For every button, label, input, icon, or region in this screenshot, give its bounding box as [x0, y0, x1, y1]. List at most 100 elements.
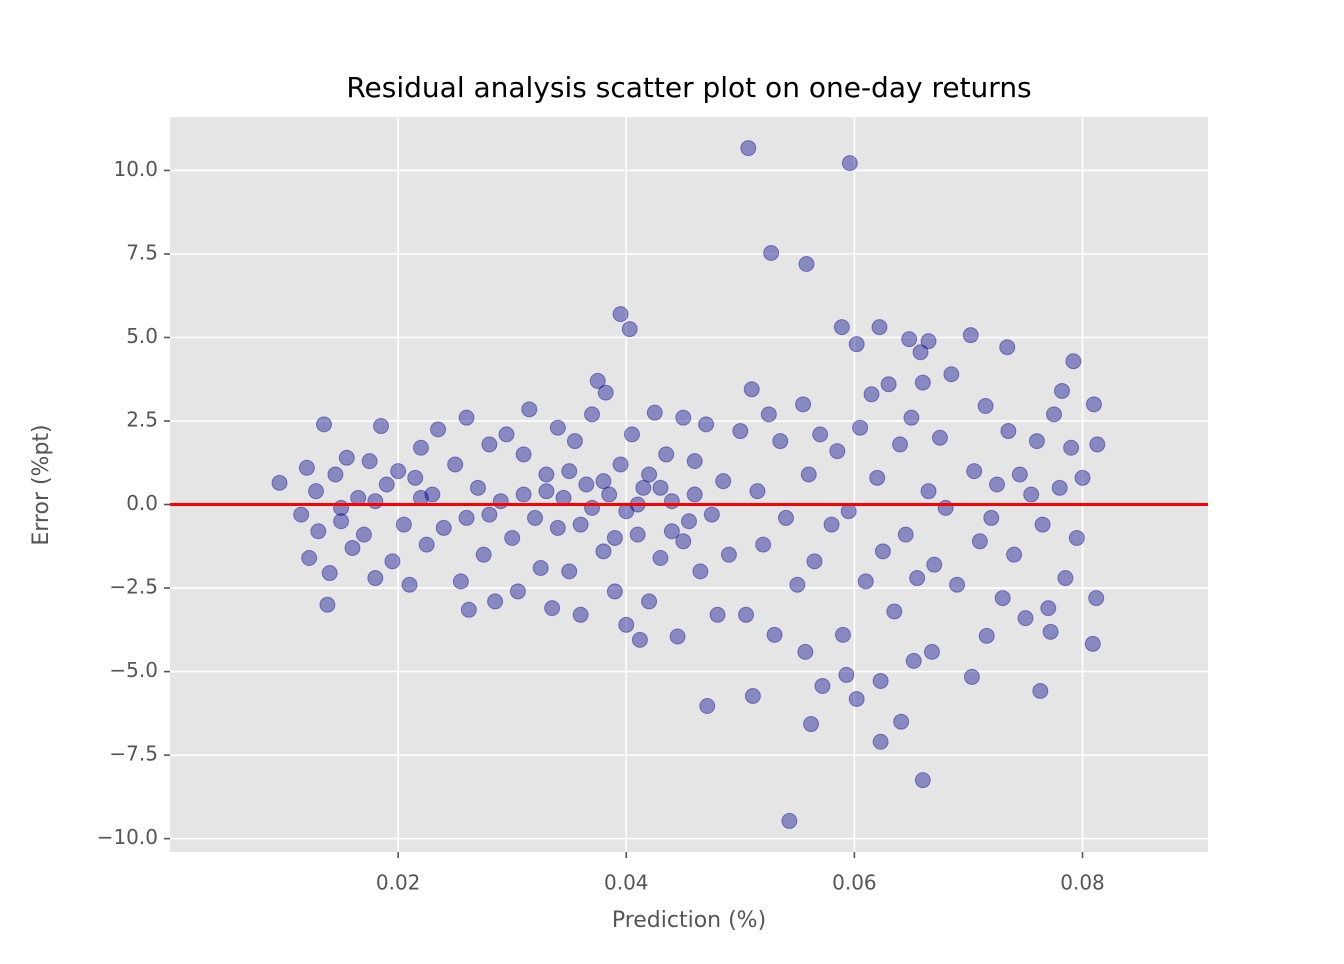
point: [971, 533, 988, 550]
point: [1032, 682, 1049, 699]
point: [848, 336, 865, 353]
point: [1034, 516, 1051, 533]
point: [333, 513, 350, 530]
point: [797, 643, 814, 660]
point: [795, 396, 812, 413]
point: [646, 404, 663, 421]
x-tick-label: 0.04: [604, 871, 649, 895]
point: [367, 570, 384, 587]
point: [1085, 396, 1102, 413]
point: [532, 560, 549, 577]
point: [1063, 439, 1080, 456]
point: [909, 570, 926, 587]
point: [395, 516, 412, 533]
point: [781, 812, 798, 829]
point: [538, 483, 555, 500]
point: [829, 443, 846, 460]
point: [584, 406, 601, 423]
point: [631, 631, 648, 648]
point: [872, 672, 889, 689]
point: [658, 446, 675, 463]
point: [812, 426, 829, 443]
point: [612, 306, 629, 323]
point: [458, 409, 475, 426]
point: [310, 523, 327, 540]
point: [988, 476, 1005, 493]
point: [914, 374, 931, 391]
x-axis-label: Prediction (%): [612, 908, 766, 933]
point: [931, 429, 948, 446]
point: [447, 456, 464, 473]
point: [833, 319, 850, 336]
point: [412, 439, 429, 456]
point: [962, 327, 979, 344]
point: [544, 600, 561, 617]
point: [823, 516, 840, 533]
point: [271, 474, 288, 491]
point: [1006, 546, 1023, 563]
point: [669, 628, 686, 645]
point: [424, 486, 441, 503]
point: [709, 606, 726, 623]
point: [561, 463, 578, 480]
point: [538, 466, 555, 483]
point: [589, 372, 606, 389]
point: [407, 469, 424, 486]
y-axis-label: Error (%pt): [29, 424, 54, 545]
point: [963, 668, 980, 685]
point: [549, 419, 566, 436]
chart-title: Residual analysis scatter plot on one-da…: [346, 71, 1031, 104]
point: [652, 479, 669, 496]
point: [848, 690, 865, 707]
point: [521, 401, 538, 418]
point: [978, 627, 995, 644]
point: [641, 466, 658, 483]
point: [561, 563, 578, 580]
point: [977, 397, 994, 414]
y-tick-label: 10.0: [113, 157, 158, 181]
point: [1053, 382, 1070, 399]
point: [905, 652, 922, 669]
point: [584, 499, 601, 516]
plot-background: [170, 117, 1208, 852]
point: [321, 565, 338, 582]
point: [635, 479, 652, 496]
point: [923, 643, 940, 660]
y-tick-label: −5.0: [109, 658, 158, 682]
point: [920, 333, 937, 350]
point: [487, 593, 504, 610]
point: [966, 463, 983, 480]
point: [308, 483, 325, 500]
point: [315, 416, 332, 433]
point: [841, 155, 858, 172]
point: [763, 244, 780, 261]
point: [806, 553, 823, 570]
point: [994, 590, 1011, 607]
point: [572, 516, 589, 533]
point: [926, 556, 943, 573]
point: [1046, 406, 1063, 423]
point: [1040, 600, 1057, 617]
point: [1088, 590, 1105, 607]
point: [886, 603, 903, 620]
point: [641, 593, 658, 610]
point: [755, 536, 772, 553]
point: [901, 331, 918, 348]
point: [621, 321, 638, 338]
point: [1074, 469, 1091, 486]
point: [390, 463, 407, 480]
point: [401, 576, 418, 593]
point: [698, 416, 715, 433]
point: [983, 509, 1000, 526]
point: [618, 616, 635, 633]
point: [738, 606, 755, 623]
point: [1068, 529, 1085, 546]
point: [949, 576, 966, 593]
point: [686, 453, 703, 470]
point: [692, 563, 709, 580]
point: [475, 546, 492, 563]
point: [732, 423, 749, 440]
point: [903, 409, 920, 426]
point: [301, 550, 318, 566]
